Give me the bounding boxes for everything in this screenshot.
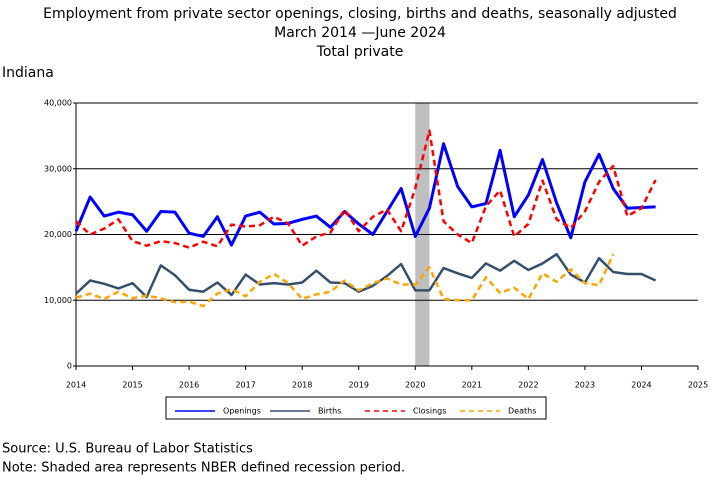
y-tick-label: 10,000 [44, 296, 72, 305]
legend-box [165, 396, 547, 420]
series-line [74, 142, 656, 247]
recession-note: Note: Shaded area represents NBER define… [2, 461, 405, 476]
series-line [75, 253, 615, 308]
chart-subtitle: March 2014 —June 2024 [274, 25, 446, 41]
x-tick-label: 2016 [179, 381, 199, 390]
region-label: Indiana [2, 65, 54, 81]
x-tick-label: 2020 [405, 381, 425, 390]
legend-label: Deaths [508, 407, 536, 416]
x-tick-label: 2023 [575, 381, 595, 390]
legend-label: Openings [223, 407, 261, 416]
chart-subtitle: Total private [316, 44, 404, 60]
x-tick-label: 2014 [66, 381, 86, 390]
legend-label: Births [318, 407, 341, 416]
chart-title: Employment from private sector openings,… [43, 6, 677, 22]
x-tick-label: 2021 [462, 381, 482, 390]
x-tick-label: 2024 [631, 381, 651, 390]
y-tick-label: 0 [67, 362, 72, 371]
x-tick-label: 2019 [349, 381, 369, 390]
x-tick-label: 2018 [292, 381, 312, 390]
legend-label: Closings [413, 407, 446, 416]
x-tick-label: 2015 [122, 381, 142, 390]
x-tick-label: 2017 [235, 381, 255, 390]
y-tick-label: 40,000 [44, 99, 72, 108]
y-tick-label: 30,000 [44, 164, 72, 173]
source-note: Source: U.S. Bureau of Labor Statistics [2, 442, 253, 457]
series-line [75, 129, 657, 249]
x-tick-label: 2025 [688, 381, 708, 390]
series-line [75, 252, 657, 299]
x-tick-label: 2022 [518, 381, 538, 390]
y-tick-label: 20,000 [44, 230, 72, 239]
